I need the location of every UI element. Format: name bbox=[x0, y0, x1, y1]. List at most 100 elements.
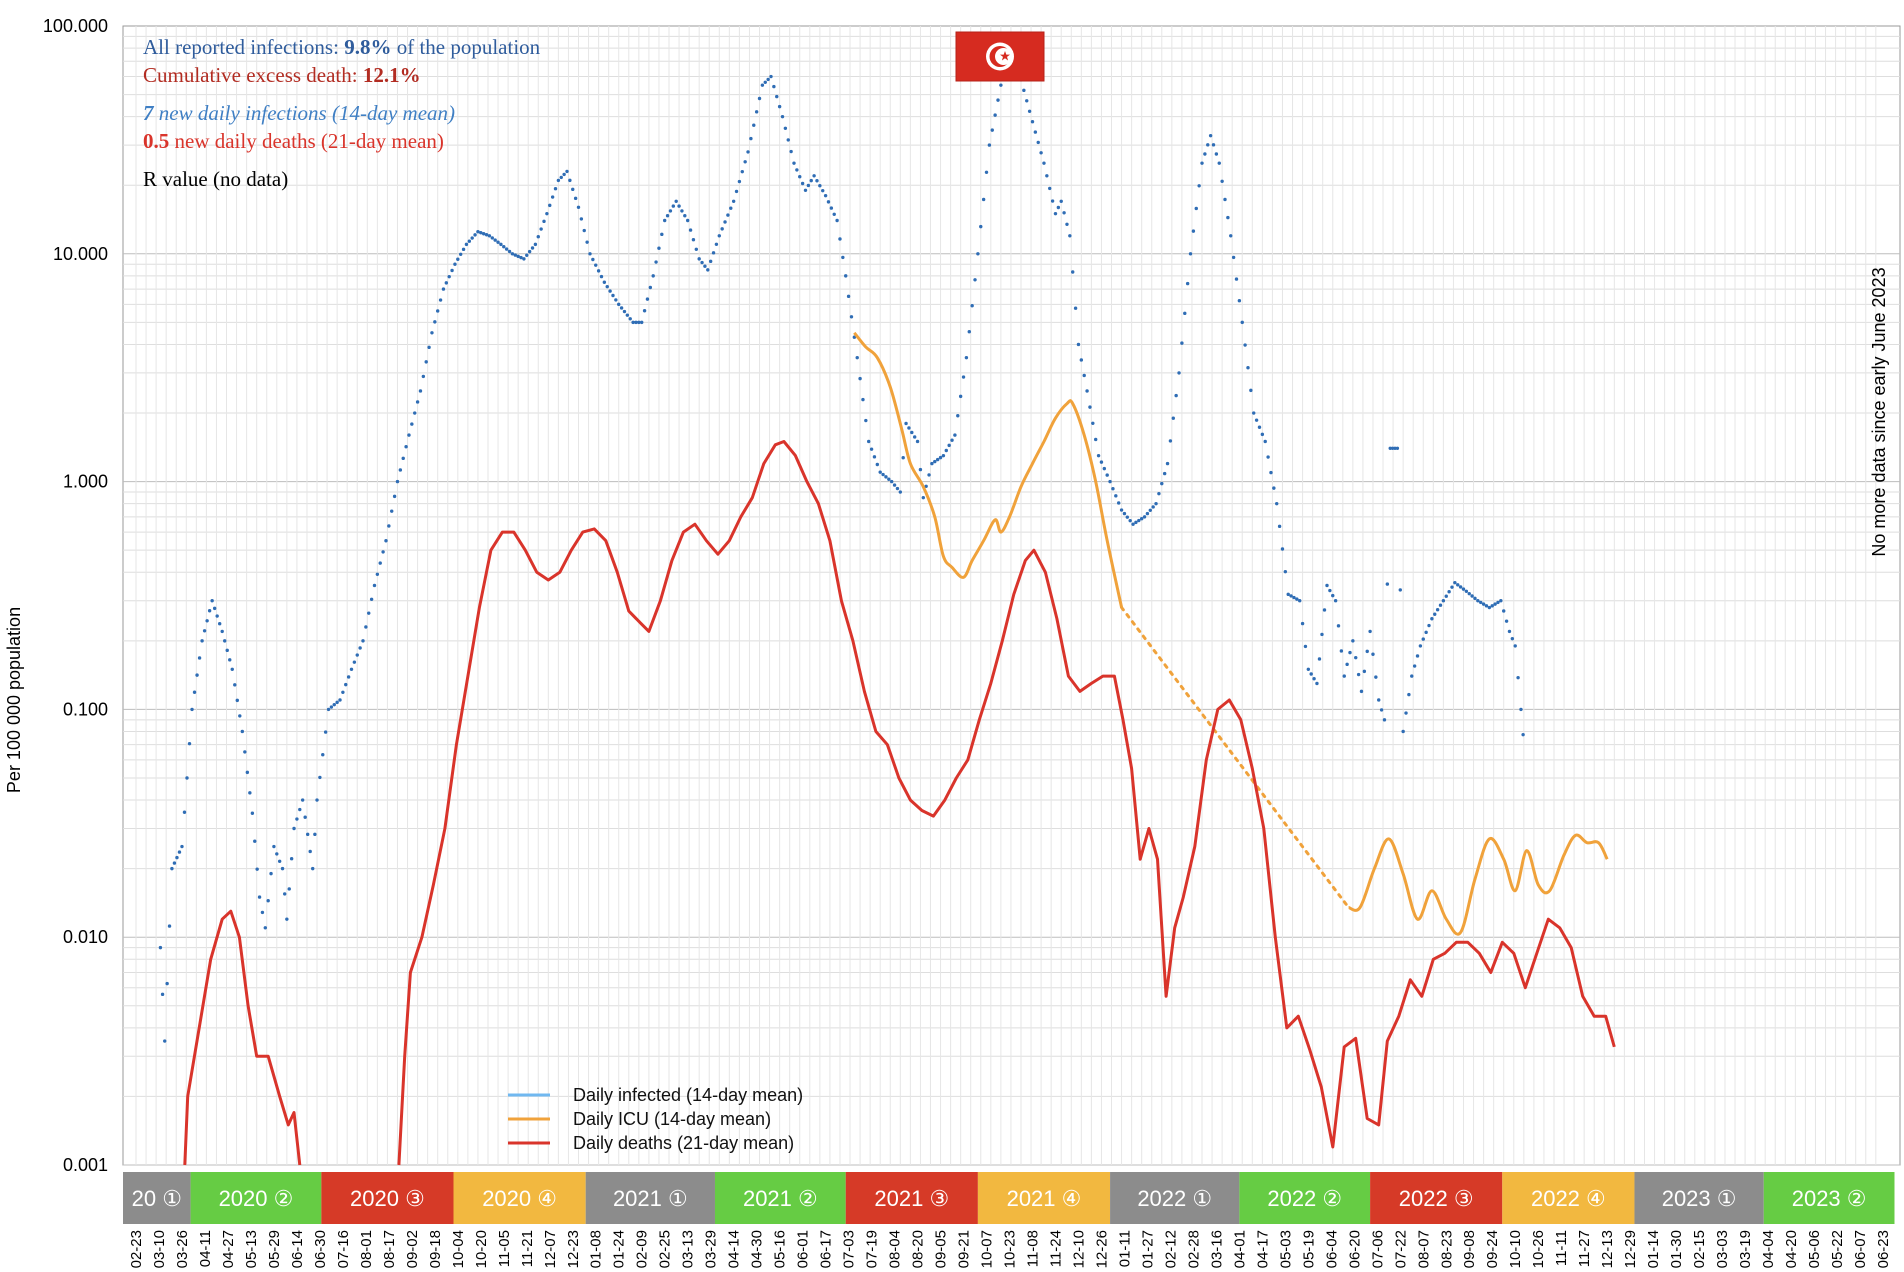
data-point bbox=[436, 309, 440, 313]
legend-label-icu: Daily ICU (14-day mean) bbox=[573, 1109, 771, 1129]
data-point bbox=[473, 233, 477, 237]
date-tick-label: 10-04 bbox=[450, 1230, 467, 1268]
data-point bbox=[881, 472, 885, 477]
data-point bbox=[1444, 594, 1448, 598]
data-point bbox=[1415, 654, 1420, 658]
data-point bbox=[338, 698, 342, 702]
data-point bbox=[253, 839, 257, 843]
date-tick-label: 11-27 bbox=[1576, 1230, 1593, 1267]
data-point bbox=[987, 143, 992, 147]
data-point bbox=[1275, 501, 1279, 506]
date-tick-label: 05-19 bbox=[1300, 1230, 1317, 1268]
data-point bbox=[287, 887, 291, 891]
data-point bbox=[757, 96, 762, 101]
date-tick-label: 09-21 bbox=[956, 1230, 973, 1268]
quarter-bar: 20 ① 2020 ② 2020 ③ 2020 ④ 2021 ① 2021 ② 2021 ③… bbox=[123, 1172, 1895, 1224]
quarter-label: 2021 ② bbox=[743, 1186, 818, 1211]
date-tick-label: 10-20 bbox=[473, 1230, 490, 1268]
data-point bbox=[415, 400, 420, 404]
data-point bbox=[895, 486, 900, 491]
data-point bbox=[1096, 453, 1101, 458]
annotation-infections: All reported infections: 9.8% of the pop… bbox=[143, 35, 541, 59]
date-tick-label: 07-19 bbox=[864, 1230, 881, 1268]
data-point bbox=[1231, 255, 1236, 260]
data-point bbox=[674, 199, 678, 204]
date-tick-label: 12-07 bbox=[542, 1230, 559, 1268]
data-point bbox=[1382, 718, 1387, 722]
date-tick-label: 04-04 bbox=[1760, 1230, 1777, 1268]
data-point bbox=[1048, 186, 1052, 191]
data-point bbox=[1165, 461, 1170, 466]
data-point bbox=[619, 306, 624, 310]
data-point bbox=[1427, 623, 1431, 628]
data-point bbox=[924, 484, 928, 489]
quarter-block bbox=[585, 1172, 715, 1224]
date-tick-label: 12-29 bbox=[1622, 1230, 1639, 1268]
data-point bbox=[1180, 341, 1184, 345]
data-point bbox=[677, 204, 681, 208]
data-point bbox=[645, 297, 650, 301]
data-point bbox=[921, 495, 925, 500]
data-point bbox=[642, 309, 647, 313]
date-tick-label: 11-05 bbox=[496, 1230, 513, 1267]
series-line-3 bbox=[1348, 833, 1609, 936]
data-point bbox=[530, 246, 535, 250]
data-point bbox=[680, 209, 684, 213]
data-point bbox=[1283, 569, 1288, 574]
data-point bbox=[852, 335, 857, 339]
data-point bbox=[413, 411, 417, 415]
date-tick-label: 04-17 bbox=[1254, 1230, 1271, 1268]
data-point bbox=[269, 871, 273, 876]
data-point bbox=[691, 237, 696, 242]
date-tick-label: 11-21 bbox=[519, 1230, 536, 1267]
data-point bbox=[1490, 604, 1494, 608]
data-point bbox=[1266, 455, 1270, 459]
date-tick-label: 02-09 bbox=[634, 1230, 651, 1268]
data-point bbox=[1447, 589, 1451, 594]
data-point bbox=[358, 646, 362, 650]
data-point bbox=[364, 625, 368, 629]
data-point bbox=[749, 136, 753, 141]
data-point bbox=[1148, 508, 1152, 512]
date-tick-label: 04-01 bbox=[1231, 1230, 1248, 1268]
date-tick-label: 05-06 bbox=[1806, 1230, 1823, 1268]
chart-grid bbox=[122, 25, 1901, 1166]
data-point bbox=[289, 857, 294, 861]
data-point bbox=[1303, 644, 1308, 649]
data-point bbox=[809, 178, 813, 183]
data-point bbox=[872, 455, 877, 459]
data-point bbox=[1438, 603, 1443, 607]
data-point bbox=[944, 448, 948, 453]
data-point bbox=[1487, 605, 1492, 610]
data-point bbox=[588, 252, 592, 256]
date-tick-label: 08-04 bbox=[887, 1230, 904, 1268]
data-point bbox=[1516, 675, 1520, 680]
data-point bbox=[1260, 432, 1265, 437]
data-point bbox=[565, 169, 569, 174]
data-point bbox=[844, 274, 848, 278]
data-point bbox=[789, 149, 793, 154]
data-point bbox=[743, 160, 747, 164]
data-point bbox=[947, 443, 951, 448]
data-point bbox=[1356, 672, 1361, 677]
side-note: No more data since early June 2023 bbox=[1869, 267, 1889, 556]
data-point bbox=[1073, 306, 1078, 310]
data-point bbox=[1412, 664, 1417, 668]
data-point bbox=[207, 609, 212, 613]
data-point bbox=[1050, 199, 1055, 203]
data-point bbox=[729, 206, 733, 210]
date-tick-label: 02-28 bbox=[1185, 1230, 1202, 1268]
data-point bbox=[200, 639, 204, 643]
date-tick-label: 05-03 bbox=[1277, 1230, 1294, 1268]
quarter-block bbox=[1502, 1172, 1635, 1224]
data-point bbox=[594, 263, 598, 267]
data-point bbox=[1354, 655, 1358, 660]
data-point bbox=[1039, 151, 1043, 155]
date-tick-label: 05-29 bbox=[266, 1230, 283, 1268]
data-point bbox=[1441, 599, 1446, 603]
date-tick-label: 01-08 bbox=[588, 1230, 605, 1268]
data-point bbox=[688, 228, 693, 232]
data-point bbox=[585, 240, 589, 244]
data-point bbox=[976, 252, 980, 256]
data-point bbox=[470, 236, 474, 240]
